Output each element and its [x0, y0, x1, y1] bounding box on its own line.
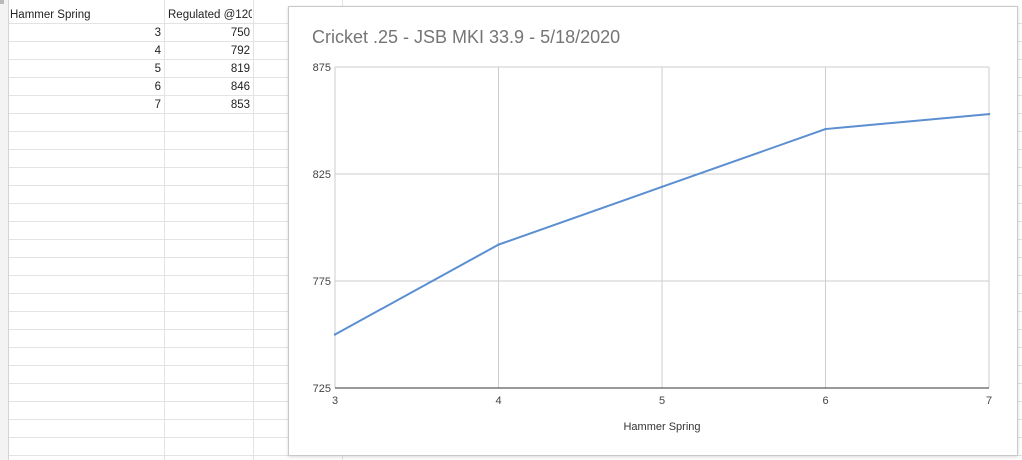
y-tick-label: 775 [313, 276, 331, 288]
column-divider [253, 0, 254, 460]
hammer-spring-cell[interactable]: 6 [154, 81, 161, 93]
data-point [660, 185, 664, 189]
header-cell-regulated[interactable]: Regulated @120 [168, 9, 252, 21]
regulated-cell[interactable]: 846 [230, 81, 250, 93]
x-tick-label: 4 [495, 395, 501, 407]
hammer-spring-cell[interactable]: 4 [154, 45, 161, 57]
chart-card[interactable]: Cricket .25 - JSB MKI 33.9 - 5/18/2020 7… [288, 6, 1018, 456]
data-point [333, 333, 337, 336]
data-point [497, 243, 500, 246]
x-tick-label: 5 [659, 395, 665, 407]
hammer-spring-cell[interactable]: 3 [154, 27, 161, 39]
row-header-strip [0, 0, 9, 460]
header-cell-hammer-spring[interactable]: Hammer Spring [10, 9, 91, 21]
hammer-spring-cell[interactable]: 5 [154, 63, 161, 75]
select-all-corner[interactable] [0, 0, 4, 4]
regulated-cell[interactable]: 819 [230, 63, 250, 75]
x-axis-label: Hammer Spring [623, 421, 700, 433]
y-tick-label: 875 [313, 62, 331, 74]
regulated-cell[interactable]: 792 [230, 45, 250, 57]
regulated-cell[interactable]: 853 [230, 99, 250, 111]
data-point [824, 127, 827, 131]
line-chart: 725 775 825 875 3 4 5 6 7 Hammer Spring [313, 62, 992, 433]
y-tick-label: 825 [313, 169, 331, 181]
regulated-cell[interactable]: 750 [230, 27, 250, 39]
hammer-spring-cell[interactable]: 7 [154, 99, 161, 111]
x-tick-label: 3 [332, 395, 338, 407]
y-tick-label: 725 [313, 383, 331, 395]
data-point [987, 112, 991, 116]
x-tick-label: 7 [986, 395, 992, 407]
x-tick-label: 6 [822, 395, 828, 407]
column-divider [164, 0, 165, 460]
chart-title: Cricket .25 - JSB MKI 33.9 - 5/18/2020 [312, 27, 621, 47]
